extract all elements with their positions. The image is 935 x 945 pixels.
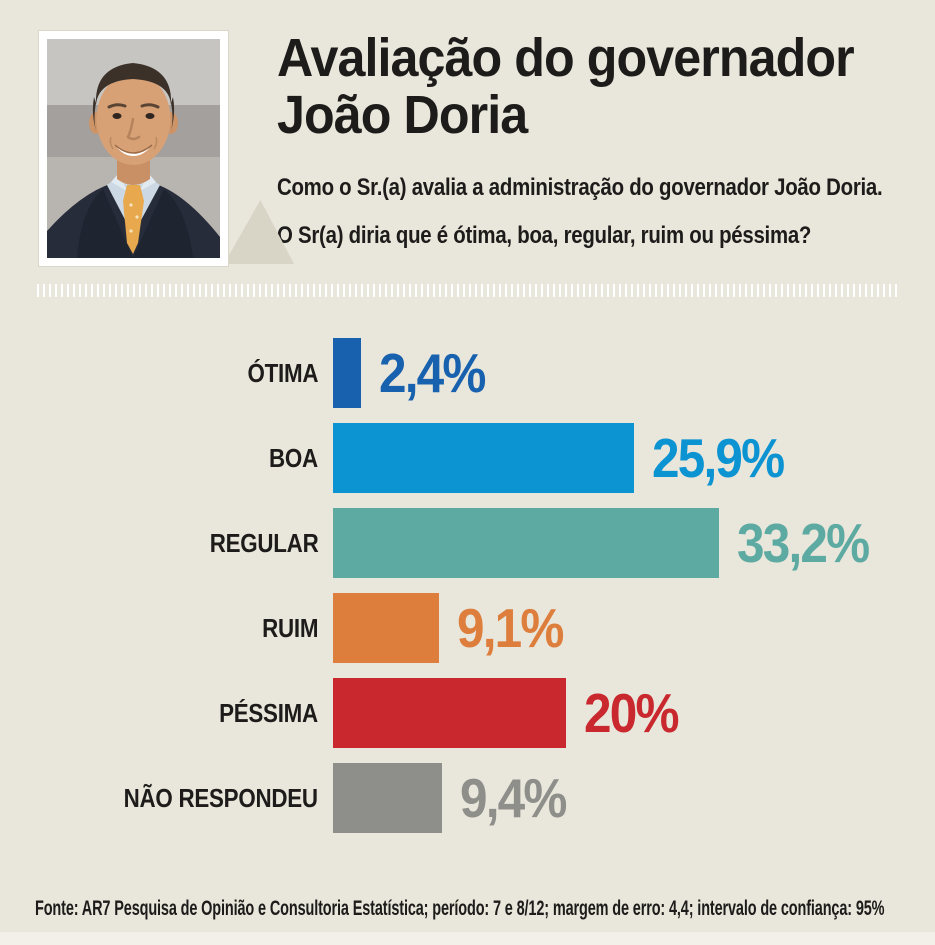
chart-row: NÃO RESPONDEU 9,4% bbox=[0, 763, 935, 833]
chart-row: BOA 25,9% bbox=[0, 423, 935, 493]
bar-value-label-text: 9,4% bbox=[460, 767, 567, 829]
page-title-line1: Avaliação do governador bbox=[277, 28, 855, 88]
bar-value-label-text: 33,2% bbox=[737, 512, 870, 574]
bar-category-label-text: ÓTIMA bbox=[247, 357, 318, 388]
bar-category-label-text: BOA bbox=[269, 442, 318, 473]
survey-question: Como o Sr.(a) avalia a administração do … bbox=[277, 164, 883, 260]
bar-value-label: 2,4% bbox=[379, 338, 496, 408]
bottom-strip bbox=[0, 932, 935, 945]
bar-category-label: NÃO RESPONDEU bbox=[0, 783, 333, 814]
tick-separator bbox=[37, 284, 899, 297]
survey-question-line2: O Sr(a) diria que é ótima, boa, regular,… bbox=[277, 222, 812, 249]
chart-row: RUIM 9,1% bbox=[0, 593, 935, 663]
portrait-photo-frame bbox=[38, 30, 229, 267]
bar-value-label-text: 20% bbox=[584, 682, 679, 744]
bar-value-label: 33,2% bbox=[737, 508, 883, 578]
chart-row: REGULAR 33,2% bbox=[0, 508, 935, 578]
bar-value-label-text: 9,1% bbox=[457, 597, 564, 659]
bar bbox=[333, 593, 439, 663]
bar-category-label: BOA bbox=[0, 443, 333, 474]
bar-category-label-text: NÃO RESPONDEU bbox=[123, 782, 318, 813]
bar-category-label: RUIM bbox=[0, 613, 333, 644]
bar-category-label-text: REGULAR bbox=[209, 527, 318, 558]
bar-category-label-text: PÉSSIMA bbox=[219, 697, 318, 728]
bar bbox=[333, 423, 634, 493]
bar bbox=[333, 678, 566, 748]
bar-chart: ÓTIMA 2,4% BOA 25,9% REGULAR 33,2% RUIM 9,1% PÉS… bbox=[0, 338, 935, 833]
bar bbox=[333, 338, 361, 408]
bar-value-label: 9,1% bbox=[457, 593, 574, 663]
bar-value-label: 20% bbox=[584, 678, 688, 748]
bar-value-label: 25,9% bbox=[652, 423, 798, 493]
bar-category-label: REGULAR bbox=[0, 528, 333, 559]
portrait-photo-icon bbox=[47, 39, 220, 258]
bar bbox=[333, 763, 442, 833]
bar bbox=[333, 508, 719, 578]
survey-question-line1: Como o Sr.(a) avalia a administração do … bbox=[277, 174, 883, 201]
bar-category-label: PÉSSIMA bbox=[0, 698, 333, 729]
page-title: Avaliação do governador João Doria bbox=[277, 28, 855, 146]
bar-value-label-text: 25,9% bbox=[652, 427, 785, 489]
bar-category-label: ÓTIMA bbox=[0, 358, 333, 389]
chart-row: PÉSSIMA 20% bbox=[0, 678, 935, 748]
bar-value-label: 9,4% bbox=[460, 763, 577, 833]
source-note: Fonte: AR7 Pesquisa de Opinião e Consult… bbox=[35, 897, 885, 920]
page-title-line2: João Doria bbox=[277, 85, 528, 146]
chart-row: ÓTIMA 2,4% bbox=[0, 338, 935, 408]
bar-category-label-text: RUIM bbox=[261, 612, 318, 643]
bar-value-label-text: 2,4% bbox=[379, 342, 486, 404]
